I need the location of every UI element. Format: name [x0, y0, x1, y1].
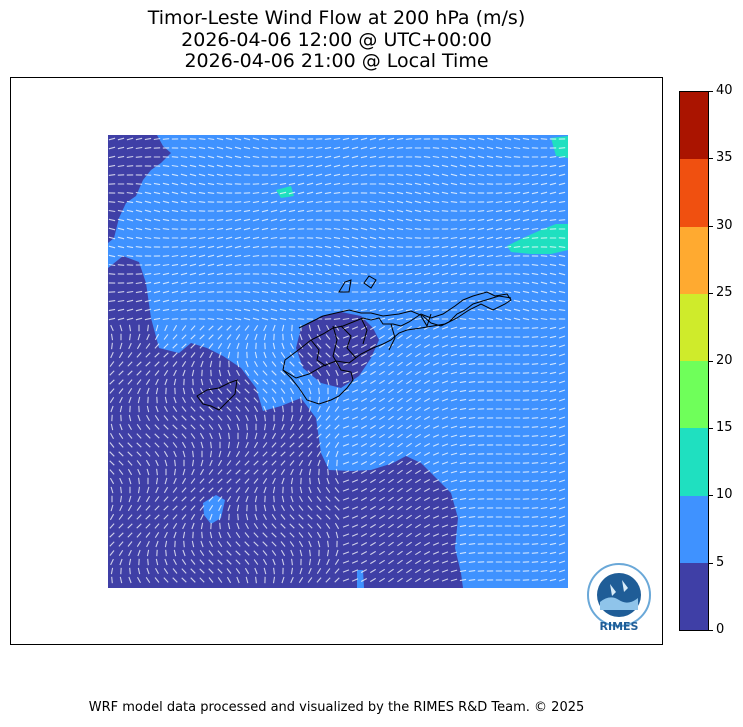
small-island-north: [363, 275, 377, 289]
colorbar-tick-label: 0: [716, 622, 725, 637]
timor-island-outline: [282, 291, 512, 379]
rimes-logo: RIMES: [587, 563, 651, 633]
map-title: Timor-Leste Wind Flow at 200 hPa (m/s) 2…: [10, 7, 663, 73]
colorbar-band-30-35: [680, 159, 708, 227]
colorbar-tick: [709, 91, 713, 92]
timor-north-coast: [298, 295, 512, 329]
colorbar-tick-label: 10: [716, 487, 733, 503]
colorbar-band-35-40: [680, 92, 708, 160]
colorbar-tick: [709, 360, 713, 362]
title-line-1: Timor-Leste Wind Flow at 200 hPa (m/s): [147, 7, 526, 29]
colorbar-tick-label: 30: [716, 217, 733, 233]
footer-credit: WRF model data processed and visualized …: [88, 700, 585, 715]
colorbar-band-15-20: [680, 361, 708, 429]
colorbar-tick-label: 20: [716, 352, 733, 368]
wind-band-5-10-strip: [357, 570, 364, 588]
colorbar-tick: [709, 225, 713, 227]
colorbar-band-10-15: [680, 428, 708, 496]
timor-border: [282, 325, 354, 405]
colorbar-tick: [709, 158, 713, 160]
wind-arrows: [108, 137, 566, 584]
title-line-3: 2026-04-06 21:00 @ Local Time: [184, 50, 489, 72]
colorbar-band-5-10: [680, 495, 708, 563]
colorbar-tick: [709, 495, 713, 497]
coastlines: [196, 275, 512, 411]
colorbar-tick-label: 25: [716, 285, 733, 301]
district-lines: [310, 313, 432, 367]
logo-text: RIMES: [600, 620, 639, 633]
title-line-2: 2026-04-06 12:00 @ UTC+00:00: [181, 28, 492, 51]
colorbar-band-20-25: [680, 293, 708, 361]
colorbar-band-0-5: [680, 562, 708, 630]
atauro-island-outline: [338, 279, 352, 293]
colorbar-tick-label: 35: [716, 150, 733, 166]
colorbar-tick-label: 15: [716, 419, 733, 435]
colorbar-tick: [709, 630, 713, 631]
map-panel: [10, 77, 663, 645]
colorbar-band-25-30: [680, 226, 708, 294]
sumba-fragment-outline: [196, 379, 238, 411]
colorbar-tick: [709, 427, 713, 429]
wind-band-0-5-south: [108, 256, 463, 588]
wind-arrow-strokes: [108, 137, 566, 584]
colorbar-tick-label: 5: [716, 554, 725, 570]
wind-band-10-15-northeast: [551, 136, 568, 158]
wind-field-map: [108, 135, 568, 588]
colorbar-tick-label: 40: [716, 83, 733, 98]
wind-band-0-5-north: [108, 135, 171, 243]
wind-speed-colorbar: [679, 91, 709, 631]
colorbar-tick: [709, 562, 713, 564]
colorbar-tick: [709, 293, 713, 295]
